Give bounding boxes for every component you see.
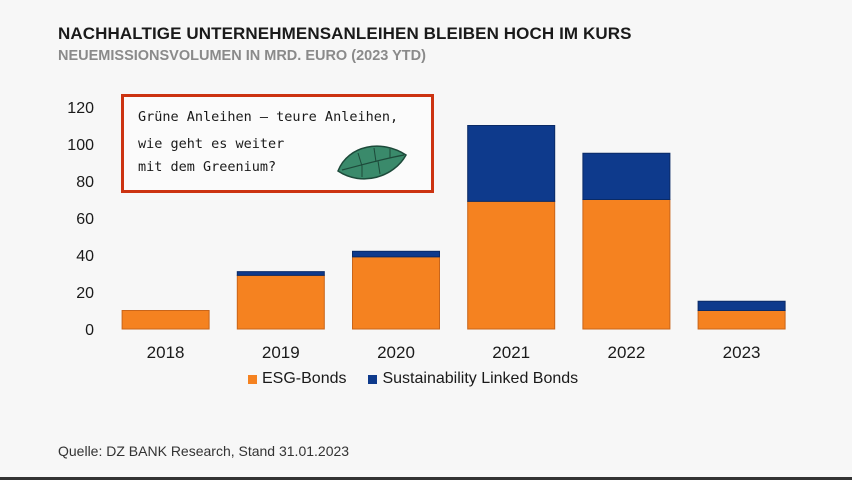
legend-label-sll: Sustainability Linked Bonds — [382, 370, 579, 387]
y-tick-label: 120 — [67, 100, 94, 117]
callout-box: Grüne Anleihen – teure Anleihen, wie geh… — [121, 94, 434, 193]
source-note: Quelle: DZ BANK Research, Stand 31.01.20… — [58, 443, 350, 459]
x-axis-ticks: 2018 2019 2020 2021 2022 2023 — [147, 343, 761, 362]
bar-sll-2023 — [697, 300, 786, 311]
x-tick-label-2023: 2023 — [723, 343, 761, 362]
bottom-border — [0, 477, 852, 480]
bar-sll-2022 — [582, 152, 671, 200]
legend: ESG-Bonds Sustainability Linked Bonds — [248, 370, 600, 388]
bar-sll-2021 — [467, 125, 556, 202]
leaf-icon — [337, 145, 407, 180]
callout-line-3: mit dem Greenium? — [138, 159, 277, 175]
y-tick-label: 60 — [76, 211, 94, 228]
bar-esg-2021 — [467, 200, 556, 330]
y-axis-ticks: 0 20 40 60 80 100 120 — [67, 100, 94, 339]
legend-swatch-sll — [368, 374, 378, 384]
legend-item-esg: ESG-Bonds — [248, 370, 346, 388]
bar-esg-2022 — [582, 199, 671, 330]
y-tick-label: 80 — [76, 174, 94, 191]
y-tick-label: 0 — [85, 322, 94, 339]
legend-label-esg: ESG-Bonds — [262, 370, 347, 387]
chart-title: NACHHALTIGE UNTERNEHMENSANLEIHEN BLEIBEN… — [58, 24, 632, 43]
callout-line-1: Grüne Anleihen – teure Anleihen, — [138, 109, 399, 125]
bar-sll-2019 — [236, 271, 325, 276]
x-tick-label-2022: 2022 — [607, 343, 645, 362]
bar-sll-2020 — [352, 250, 440, 258]
x-tick-label-2020: 2020 — [377, 343, 415, 362]
chart-subtitle: NEUEMISSIONSVOLUMEN IN MRD. EURO (2023 Y… — [58, 48, 426, 64]
callout-line-2: wie geht es weiter — [138, 136, 285, 152]
y-tick-label: 20 — [76, 285, 94, 302]
y-tick-label: 40 — [76, 248, 94, 265]
bar-esg-2023 — [697, 310, 786, 330]
legend-item-sll: Sustainability Linked Bonds — [368, 370, 578, 388]
x-tick-label-2021: 2021 — [492, 343, 530, 362]
x-tick-label-2018: 2018 — [147, 343, 185, 362]
legend-swatch-esg — [248, 374, 257, 384]
bars — [121, 125, 786, 330]
bar-esg-2019 — [236, 274, 325, 330]
x-tick-label-2019: 2019 — [262, 343, 300, 362]
bar-esg-2018 — [121, 310, 210, 330]
bar-esg-2020 — [352, 256, 440, 330]
y-tick-label: 100 — [67, 137, 94, 154]
